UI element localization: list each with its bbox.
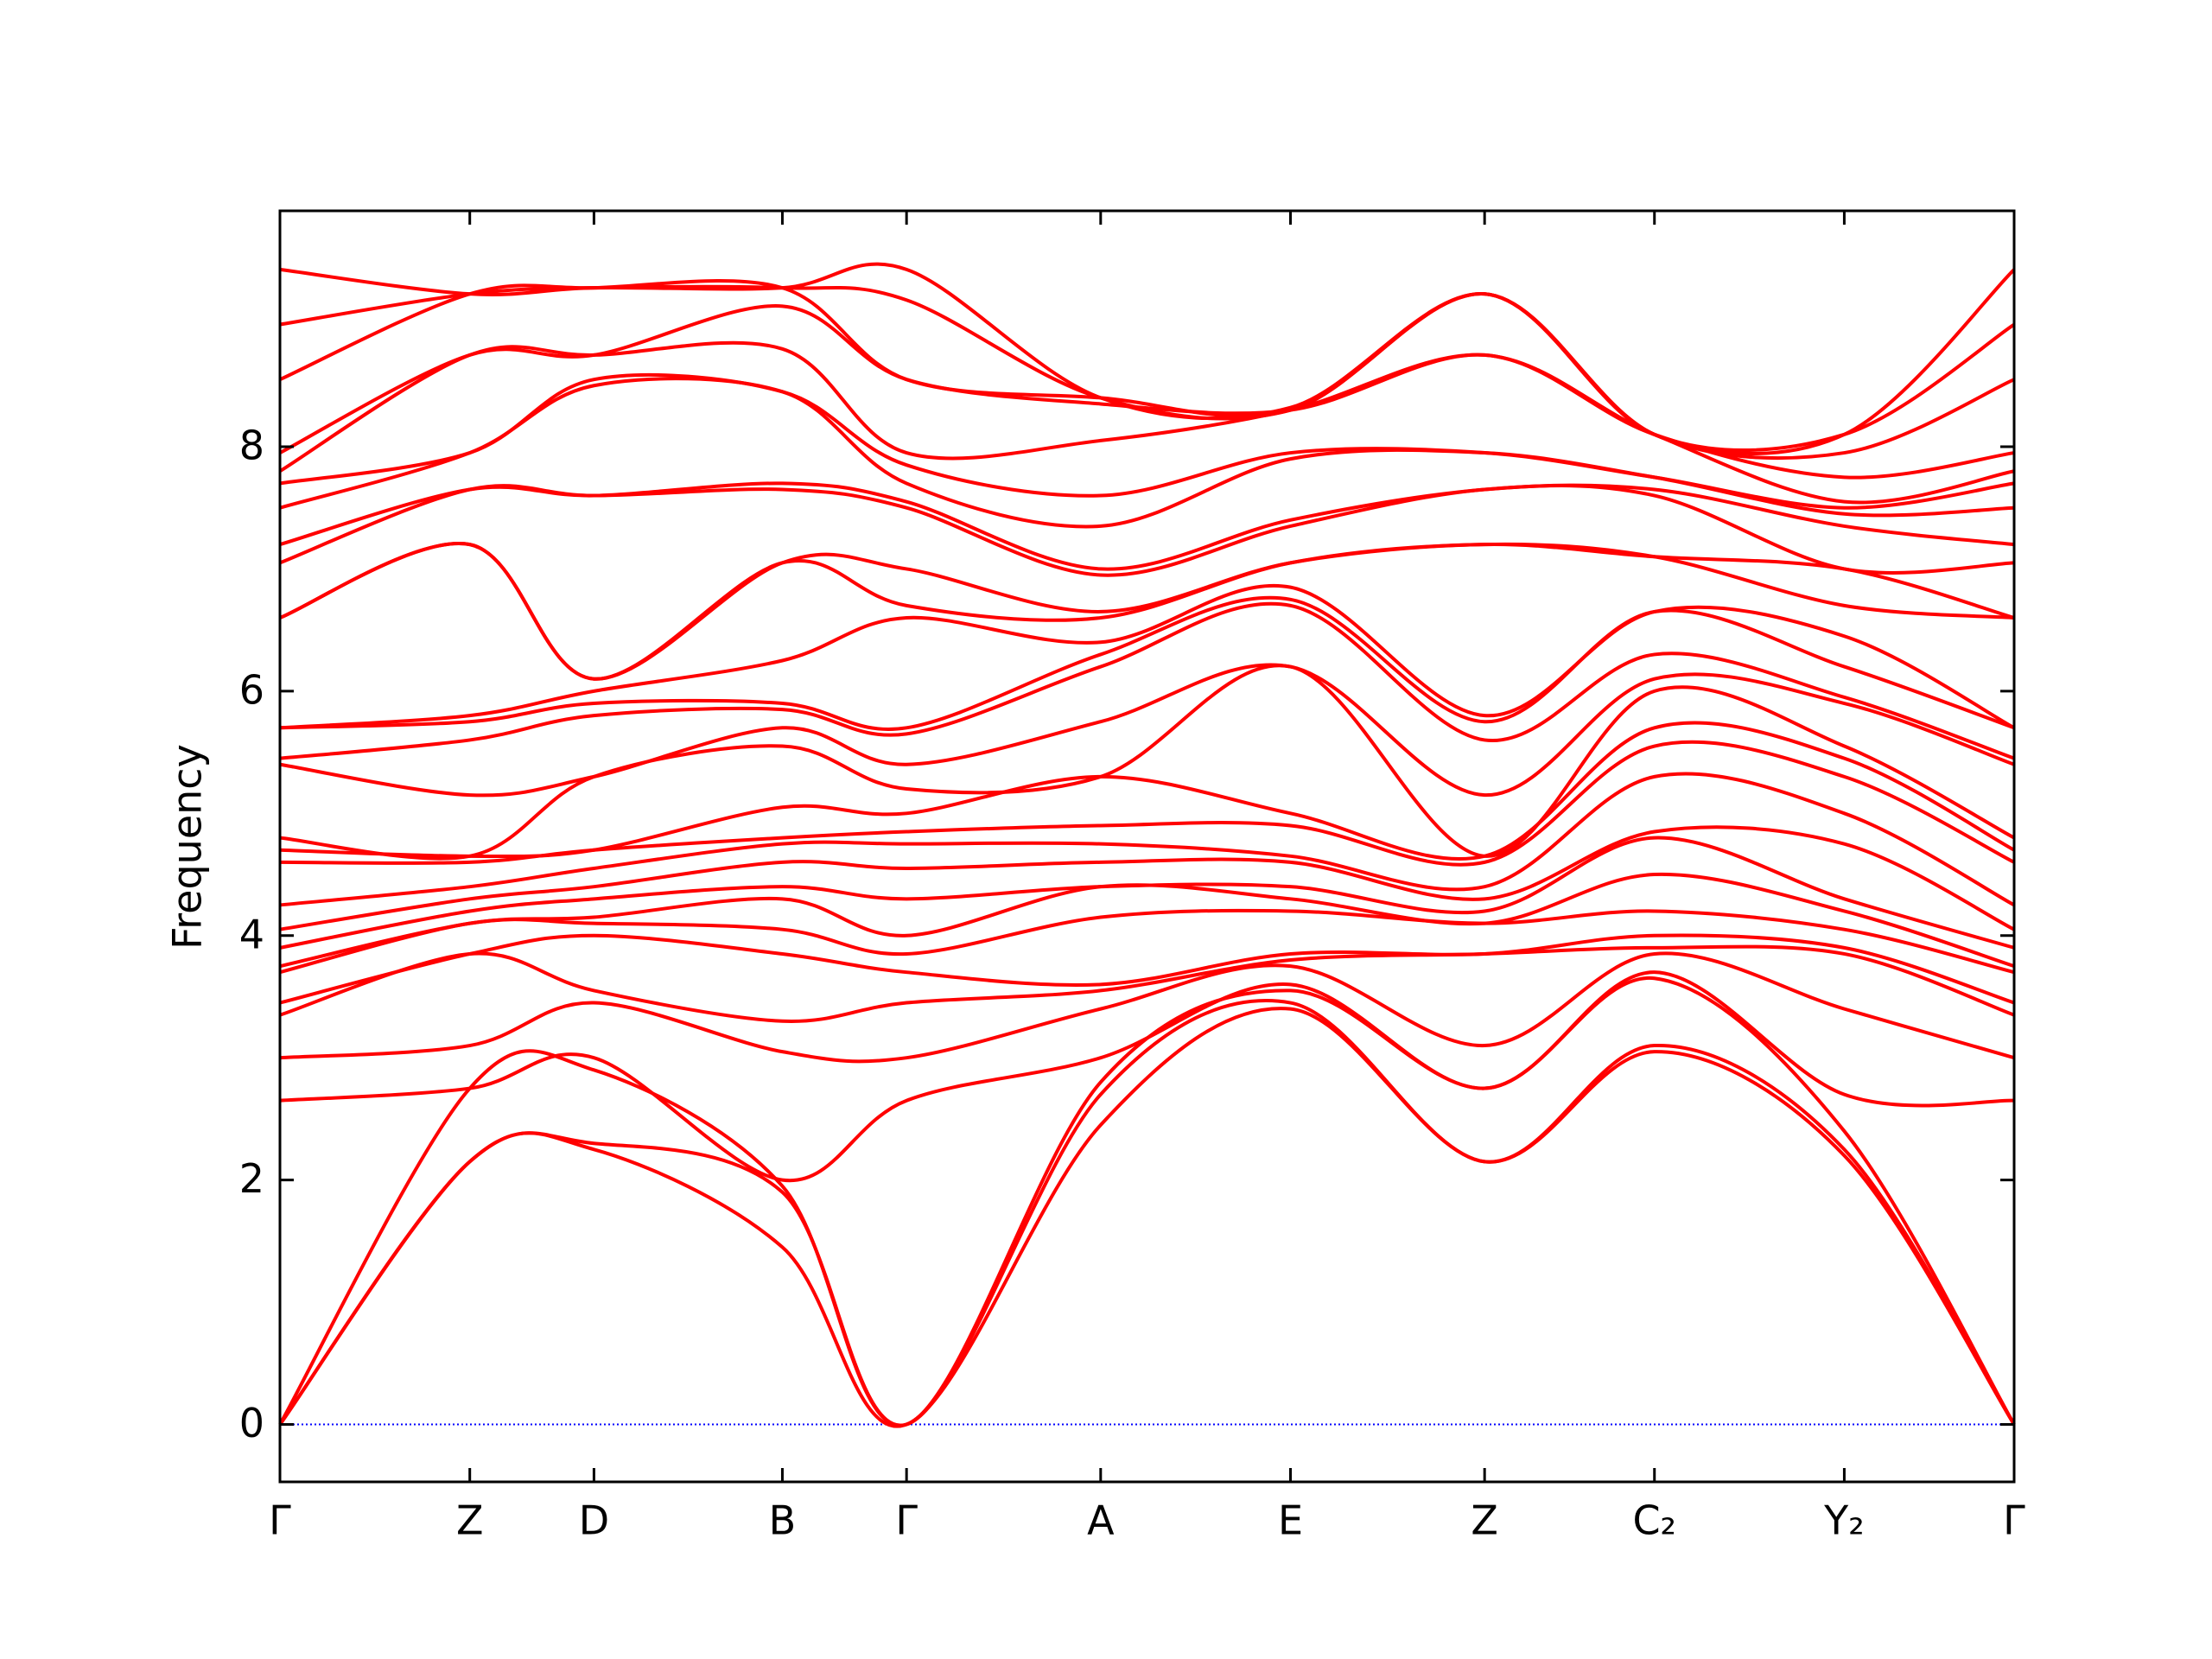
x-tick-label: Γ xyxy=(2003,1497,2025,1544)
band xyxy=(279,583,2015,730)
band xyxy=(279,908,2015,975)
band xyxy=(279,372,2015,510)
y-tick-label: 6 xyxy=(239,666,264,713)
band xyxy=(279,278,2015,461)
band xyxy=(279,970,2015,1183)
band xyxy=(279,284,2016,452)
band xyxy=(279,595,2015,731)
axes: 0 2 4 6 8 Γ Z D B Γ A E Z C₂ Y₂ Γ xyxy=(239,209,2025,1544)
band xyxy=(279,825,2015,931)
x-tick-label: Z xyxy=(456,1497,484,1544)
band xyxy=(279,772,2015,907)
x-tick-label: D xyxy=(579,1497,609,1544)
x-tick-label: Γ xyxy=(895,1497,918,1544)
y-tick-label: 4 xyxy=(239,911,264,957)
y-tick-label: 2 xyxy=(239,1155,264,1202)
x-tick-label: Γ xyxy=(269,1497,291,1544)
band xyxy=(279,541,2015,681)
band xyxy=(279,481,2015,571)
band xyxy=(279,262,2016,455)
x-tick-label: Z xyxy=(1471,1497,1498,1544)
band xyxy=(279,663,2015,798)
band xyxy=(279,601,2015,760)
band xyxy=(279,664,2015,861)
y-tick-label: 0 xyxy=(239,1400,264,1446)
band xyxy=(279,836,2015,950)
band xyxy=(278,340,2015,505)
plot-frame xyxy=(278,209,2016,1484)
band xyxy=(279,721,2015,861)
y-axis-label: Frequency xyxy=(164,744,211,950)
bands xyxy=(278,262,2016,1428)
band xyxy=(279,951,2015,1064)
band xyxy=(279,872,2015,969)
x-tick-label: E xyxy=(1278,1497,1303,1544)
band xyxy=(278,999,2016,1427)
band xyxy=(279,304,2015,480)
band xyxy=(279,933,2015,1005)
band xyxy=(279,944,2015,1023)
band xyxy=(278,976,2016,1427)
x-tick-label: Y₂ xyxy=(1823,1497,1865,1544)
x-tick-label: C₂ xyxy=(1632,1497,1676,1544)
x-tick-label: B xyxy=(769,1497,797,1544)
band xyxy=(278,1007,2016,1428)
x-tick-label: A xyxy=(1087,1497,1115,1544)
y-tick-label: 8 xyxy=(239,422,264,468)
